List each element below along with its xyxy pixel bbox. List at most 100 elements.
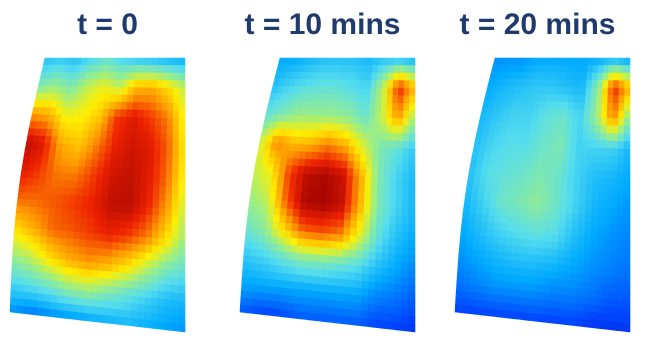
heatmap-cell — [530, 254, 539, 264]
heatmap-cell — [475, 285, 484, 295]
heatmap-cell — [592, 65, 599, 74]
heatmap-cell — [508, 201, 517, 211]
heatmap-cell — [77, 290, 86, 299]
heatmap-cell — [493, 222, 502, 231]
heatmap-cell — [118, 272, 126, 281]
heatmap-cell — [68, 194, 77, 204]
heatmap-cell — [385, 117, 393, 127]
heatmap-cell — [44, 265, 53, 274]
heatmap-cell — [151, 290, 159, 300]
heatmap-cell — [172, 148, 180, 158]
heatmap-cell — [321, 269, 330, 279]
heatmap-cell — [322, 255, 331, 264]
heatmap-cell — [31, 185, 39, 194]
heatmap-cell — [498, 244, 507, 253]
heatmap-cell — [536, 167, 545, 176]
heatmap-cell — [513, 158, 521, 167]
heatmap-cell — [596, 312, 604, 322]
heatmap-cell — [366, 139, 374, 148]
heatmap-cell — [138, 251, 146, 261]
heatmap-cell — [131, 243, 140, 253]
heatmap-cell — [159, 185, 167, 195]
heatmap-cell — [607, 80, 615, 89]
heatmap-cell — [378, 139, 386, 149]
heatmap-cell — [616, 261, 624, 271]
heatmap-cell — [596, 87, 604, 96]
heatmap-cell — [299, 202, 308, 211]
heatmap-cell — [377, 184, 385, 194]
heatmap-cell — [589, 319, 597, 329]
heatmap-cell — [335, 248, 344, 258]
heatmap-cell — [349, 235, 357, 244]
heatmap-cell — [164, 253, 173, 263]
heatmap-cell — [334, 293, 343, 302]
heatmap-cell — [97, 284, 106, 294]
heatmap-cell — [328, 277, 336, 287]
heatmap-t0 — [9, 57, 186, 333]
heatmap-cell — [54, 208, 63, 217]
heatmap-cell — [243, 248, 252, 257]
heatmap-cell — [29, 199, 38, 208]
heatmap-cell — [301, 275, 310, 284]
heatmap-cell — [15, 205, 24, 215]
heatmap-cell — [384, 147, 392, 157]
heatmap-cell — [480, 221, 489, 230]
heatmap-cell — [128, 72, 136, 81]
heatmap-cell — [84, 261, 93, 271]
heatmap-cell — [178, 163, 186, 173]
heatmap-cell — [369, 214, 378, 223]
heatmap-cell — [140, 169, 148, 179]
heatmap-cell — [395, 178, 403, 188]
heatmap-cell — [327, 292, 336, 302]
heatmap-cell — [403, 80, 410, 89]
heatmap-cell — [554, 175, 563, 184]
heatmap-cell — [569, 317, 577, 327]
heatmap-cell — [58, 252, 67, 261]
heatmap-cell — [408, 118, 416, 127]
heatmap-cell — [70, 180, 78, 189]
heatmap-cell — [402, 133, 410, 142]
heatmap-cell — [349, 227, 358, 237]
heatmap-cell — [70, 296, 79, 306]
heatmap-cell — [158, 230, 166, 240]
heatmap-cell — [268, 271, 277, 281]
heatmap-cell — [265, 221, 274, 230]
heatmap-cell — [327, 314, 335, 324]
heatmap-cell — [581, 154, 589, 163]
heatmap-cell — [617, 125, 625, 135]
heatmap-cell — [10, 290, 18, 299]
heatmap-cell — [320, 298, 329, 308]
heatmap-cell — [478, 185, 487, 194]
heatmap-cell — [20, 220, 29, 229]
heatmap-cell — [581, 65, 589, 74]
heatmap-cell — [308, 173, 317, 182]
heatmap-cell — [342, 249, 350, 259]
heatmap-cell — [551, 241, 559, 251]
heatmap-cell — [249, 255, 258, 265]
heatmap-cell — [144, 319, 152, 329]
heatmap-cell — [576, 303, 584, 313]
heatmap-cell — [333, 174, 342, 184]
heatmap-cell — [572, 109, 580, 118]
heatmap-cell — [24, 263, 33, 272]
heatmap-cell — [144, 252, 153, 261]
heatmap-cell — [608, 57, 615, 66]
heatmap-cell — [525, 239, 533, 248]
heatmap-cell — [102, 167, 111, 177]
heatmap-cell — [37, 279, 46, 288]
heatmap-cell — [100, 196, 109, 206]
heatmap-cell — [30, 285, 39, 295]
heatmap-cell — [149, 117, 156, 126]
heatmap-cell — [151, 267, 159, 277]
heatmap-cell — [565, 116, 574, 125]
heatmap-cell — [340, 308, 349, 318]
heatmap-cell — [295, 180, 304, 189]
heatmap-cell — [401, 231, 409, 241]
heatmap-cell — [161, 95, 169, 104]
heatmap-cell — [356, 65, 363, 74]
heatmap-cell — [483, 192, 492, 202]
panel-t0: t = 0 — [0, 0, 215, 339]
heatmap-cell — [311, 210, 320, 219]
heatmap-cell — [388, 275, 396, 285]
heatmap-cell — [557, 249, 565, 259]
